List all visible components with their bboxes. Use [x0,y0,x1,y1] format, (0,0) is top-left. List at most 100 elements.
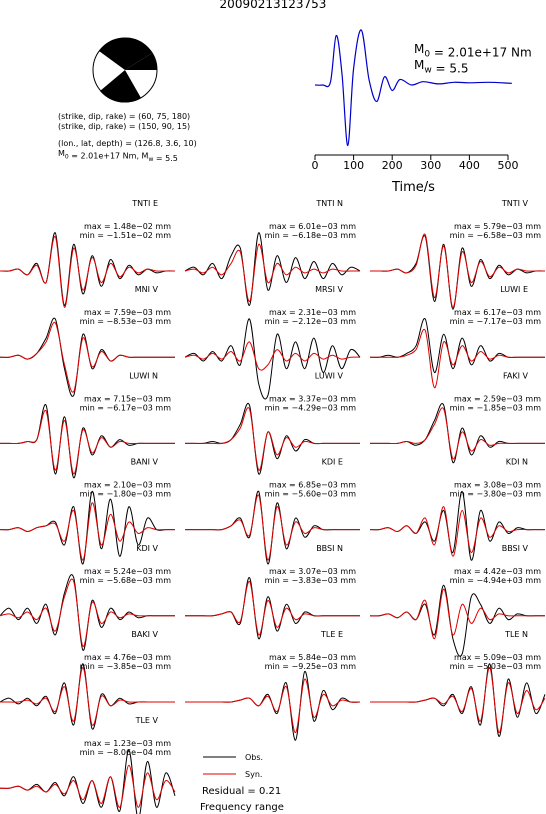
min-label: min = −5.68e−03 mm [80,576,172,585]
station-label: LUWI E [500,285,528,294]
synthetic-trace [185,580,360,636]
station-label: MRSI V [315,285,343,294]
synthetic-trace [369,407,545,460]
station-label: TNTI E [131,199,158,208]
mechanism-line: (strike, dip, rake) = (60, 75, 180) [58,112,190,121]
synthetic-trace [0,409,175,475]
mechanism-line: (strike, dip, rake) = (150, 90, 15) [58,122,190,131]
synthetic-trace [0,578,175,647]
x-tick-label: 200 [382,159,403,172]
min-label: min = −1.51e−02 mm [80,231,172,240]
subscript: w [424,66,431,76]
synthetic-trace [369,667,546,734]
max-label: max = 1.48e−02 mm [84,222,171,231]
max-label: max = 5.84e−03 mm [269,653,356,662]
annotation: M0 = 2.01e+17 Nm [414,42,532,60]
synthetic-trace [184,678,361,734]
x-tick-label: 100 [343,159,364,172]
text-span: = 5.5 [153,154,178,163]
synthetic-trace [0,502,175,561]
station-label: KDI E [322,458,343,467]
max-label: max = 6.17e−03 mm [454,308,541,317]
station-label: FAKI V [503,371,528,380]
beachball [92,37,158,103]
observed-trace [185,490,360,565]
station-label: BAKI V [131,630,158,639]
x-tick-label: 400 [459,159,480,172]
subscript: 0 [424,50,430,60]
station-label: TLE N [504,630,528,639]
max-label: max = 7.59e−03 mm [84,308,171,317]
max-label: max = 5.09e−03 mm [454,653,541,662]
station-label: TLE E [320,630,343,639]
synthetic-trace [0,236,175,308]
synthetic-trace [369,506,545,557]
observed-trace [184,232,361,306]
frequency-range: Frequency range [200,802,284,813]
max-label: max = 2.10e−03 mm [84,481,171,490]
text-span: (strike, dip, rake) = (150, 90, 15) [58,122,190,131]
station-label: BBSI V [502,544,529,553]
residual: Residual = 0.21 [202,786,281,797]
text-span: M [414,42,424,56]
max-label: max = 2.31e−03 mm [269,308,356,317]
min-label: min = −1.80e−03 mm [80,490,172,499]
observed-trace [0,749,176,814]
max-label: max = 2.59e−03 mm [454,394,541,403]
synthetic-trace [369,233,545,308]
synthetic-trace [370,328,545,389]
min-label: min = −6.58e−03 mm [450,231,542,240]
legend-label: Obs. [245,753,263,762]
annotation: Mw = 5.5 [414,58,469,76]
max-label: max = 4.76e−03 mm [84,653,171,662]
text-span: = 2.01e+17 Nm [430,46,532,60]
synthetic-trace [185,494,360,561]
station-label: KDI V [136,544,158,553]
x-tick-label: 500 [498,159,519,172]
min-label: min = −9.25e−03 mm [265,662,357,671]
min-label: min = −5.03e−03 mm [450,662,542,671]
min-label: min = −3.80e−03 mm [450,490,542,499]
station-label: TNTI N [315,199,343,208]
legend-label: Syn. [245,770,262,779]
min-label: min = −4.94e+03 mm [450,576,542,585]
mechanism-line: M0 = 2.01e+17 Nm, Mw = 5.5 [58,149,178,163]
text-span: = 5.5 [432,62,469,76]
min-label: min = −6.18e−03 mm [265,231,357,240]
text-span: M [414,58,424,72]
subscript: 0 [65,153,69,160]
min-label: min = −8.06e−04 mm [80,748,172,757]
min-label: min = −1.85e−03 mm [450,403,542,412]
min-label: min = −7.17e−03 mm [450,317,542,326]
min-label: min = −8.53e−03 mm [80,317,172,326]
x-tick-label: 300 [420,159,441,172]
station-label: LUWI V [315,371,344,380]
synthetic-trace [0,764,176,808]
x-tick-label: 0 [312,159,319,172]
min-label: min = −6.17e−03 mm [80,403,172,412]
synthetic-trace [0,667,175,726]
max-label: max = 5.24e−03 mm [84,567,171,576]
text-span: = 2.01e+17 Nm, M [69,151,149,160]
min-label: min = −3.85e−03 mm [80,662,172,671]
observed-trace [369,663,546,737]
max-label: max = 3.08e−03 mm [454,481,541,490]
moment-rate-line [314,29,512,147]
synthetic-trace [184,407,360,471]
mechanism-line: (lon., lat, depth) = (126.8, 3.6, 10) [58,139,197,148]
synthetic-trace [0,321,175,393]
text-span: (strike, dip, rake) = (60, 75, 180) [58,112,190,121]
x-axis-label: Time/s [391,180,435,195]
subscript: w [148,156,153,163]
synthetic-trace [184,243,360,303]
min-label: min = −5.60e−03 mm [265,490,357,499]
min-label: min = −3.83e−03 mm [265,576,357,585]
max-label: max = 6.01e−03 mm [269,222,356,231]
figure-title: 20090213123753 [220,0,327,11]
observed-trace [369,318,545,374]
observed-trace [184,318,361,400]
text-span: (lon., lat, depth) = (126.8, 3.6, 10) [58,139,197,148]
station-label: BANI V [131,458,159,467]
text-span: M [58,149,65,158]
